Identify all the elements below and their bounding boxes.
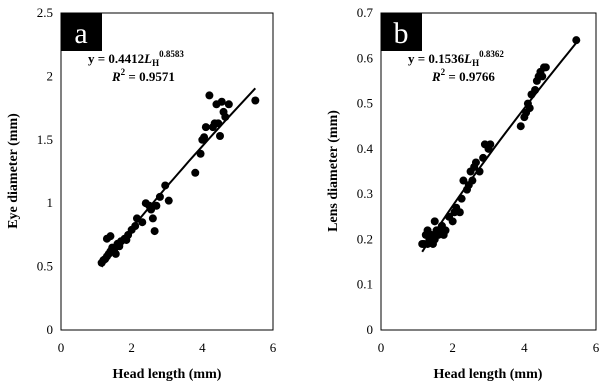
fit-line-group: [100, 87, 257, 268]
r-squared-value: = 0.9766: [445, 69, 495, 84]
y-tick-label: 0.1: [357, 277, 373, 292]
data-point: [191, 168, 200, 177]
x-axis-label: Head length (mm): [113, 367, 222, 382]
panel-label: b: [394, 17, 409, 50]
y-tick-label: 2: [47, 68, 54, 83]
data-point: [448, 217, 457, 226]
x-tick-labels: 0 2 4 6: [58, 340, 277, 355]
r-squared: R2 = 0.9766: [431, 67, 495, 84]
data-point: [572, 36, 581, 45]
x-tick-label: 6: [593, 340, 600, 355]
data-point: [200, 133, 209, 142]
y-tick-label: 0: [47, 322, 54, 337]
data-point: [251, 96, 260, 105]
r-squared-label: R: [111, 69, 121, 84]
data-point: [525, 104, 534, 113]
y-tick-label: 0.6: [357, 50, 374, 65]
r-squared-value: = 0.9571: [125, 69, 175, 84]
data-point: [138, 218, 147, 227]
y-tick-labels: 0 0.1 0.2 0.3 0.4 0.5 0.6 0.7: [357, 5, 374, 337]
y-tick-label: 1.5: [37, 132, 53, 147]
panel-b: 0 0.1 0.2 0.3 0.4 0.5 0.6 0.7 0 2 4 6 b y = 0.1536…: [326, 5, 600, 382]
y-tick-labels: 0 0.5 1 1.5 2 2.5: [37, 5, 53, 337]
y-axis-label: Eye diameter (mm): [6, 113, 21, 229]
data-point: [164, 196, 173, 205]
fit-line: [100, 87, 257, 268]
x-axis-label: Head length (mm): [434, 367, 543, 382]
equation-variable: L: [463, 51, 472, 66]
data-point: [430, 217, 439, 226]
data-point: [106, 232, 115, 241]
equation-exponent: 0.8583: [159, 49, 184, 59]
data-point: [216, 131, 224, 140]
y-tick-label: 2.5: [37, 5, 53, 20]
regression-equation: y = 0.1536LH0.8362: [408, 49, 504, 68]
panel-label: a: [74, 17, 87, 50]
data-point: [205, 91, 214, 100]
r-squared-sup: 2: [121, 67, 126, 77]
panel-label-box: [61, 13, 102, 51]
x-tick-label: 2: [449, 340, 456, 355]
panel-label-box: [381, 13, 422, 51]
y-tick-label: 0.2: [357, 231, 373, 246]
y-tick-label: 0.4: [357, 141, 374, 156]
x-tick-label: 0: [58, 340, 65, 355]
data-point: [224, 100, 233, 109]
r-squared-label: R: [431, 69, 441, 84]
plot-area-frame: [380, 12, 597, 331]
data-point: [471, 158, 480, 167]
data-point: [201, 123, 210, 132]
y-axis-label: Lens diameter (mm): [326, 110, 341, 232]
equation-variable: L: [143, 51, 152, 66]
y-tick-label: 1: [47, 195, 54, 210]
x-tick-labels: 0 2 4 6: [378, 340, 600, 355]
x-tick-label: 4: [199, 340, 206, 355]
x-tick-label: 4: [521, 340, 528, 355]
data-point: [541, 63, 550, 72]
equation-subscript: H: [472, 58, 479, 68]
data-point: [155, 192, 164, 201]
r-squared: R2 = 0.9571: [111, 67, 175, 84]
fit-line-group: [421, 39, 579, 253]
regression-equation: y = 0.4412LH0.8583: [88, 49, 184, 68]
equation-exponent: 0.8362: [479, 49, 504, 59]
x-tick-label: 0: [378, 340, 385, 355]
equation-subscript: H: [152, 58, 159, 68]
data-point: [150, 227, 159, 236]
data-point: [455, 208, 464, 217]
r-squared-sup: 2: [441, 67, 446, 77]
equation-prefix: y = 0.4412: [88, 51, 144, 66]
data-point: [538, 72, 547, 81]
x-tick-label: 6: [270, 340, 277, 355]
y-tick-label: 0.5: [357, 96, 373, 111]
data-point: [217, 97, 226, 106]
data-point: [468, 176, 477, 185]
y-tick-label: 0.3: [357, 186, 373, 201]
data-point: [148, 214, 157, 223]
data-point: [459, 176, 468, 185]
x-tick-label: 2: [128, 340, 135, 355]
data-point: [516, 122, 525, 131]
data-point: [486, 140, 495, 149]
y-tick-label: 0.5: [37, 259, 53, 274]
data-point: [441, 226, 450, 235]
panel-a: 0 0.5 1 1.5 2 2.5 0 2 4 6 a y = 0.4412LH0.8583 R…: [6, 5, 277, 382]
y-tick-label: 0: [367, 322, 374, 337]
fit-line: [421, 39, 579, 253]
plot-area-frame: [60, 12, 274, 331]
equation-prefix: y = 0.1536: [408, 51, 465, 66]
data-point: [152, 201, 161, 210]
y-tick-label: 0.7: [357, 5, 374, 20]
